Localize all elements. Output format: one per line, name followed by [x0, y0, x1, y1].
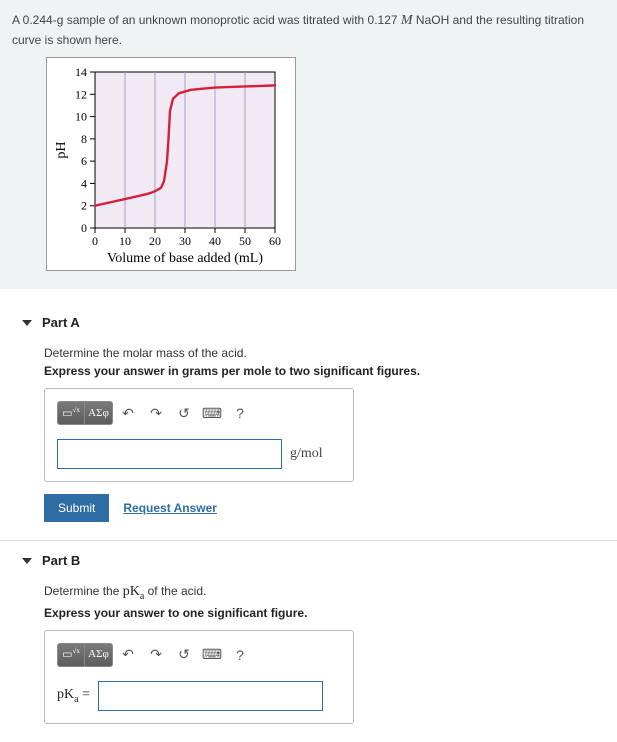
reset-icon: ↺: [178, 646, 190, 663]
part-b-label: Part B: [42, 553, 80, 568]
svg-text:10: 10: [119, 234, 131, 248]
part-a-header[interactable]: Part A: [22, 315, 603, 330]
templates-button[interactable]: ▭√x: [57, 643, 85, 667]
redo-icon: ↷: [150, 405, 162, 422]
part-a-label: Part A: [42, 315, 80, 330]
greek-button[interactable]: ΑΣφ: [85, 643, 113, 667]
caret-down-icon: [22, 558, 32, 564]
part-a-unit: g/mol: [290, 446, 323, 462]
svg-text:12: 12: [75, 87, 87, 101]
keyboard-button[interactable]: ⌨: [199, 401, 225, 425]
svg-text:0: 0: [92, 234, 98, 248]
chart-svg: 0 10 20 30 40 50 60 0 2 4 6 8 10 12 14 Volume of base a…: [53, 66, 283, 266]
svg-text:0: 0: [81, 221, 87, 235]
svg-text:50: 50: [239, 234, 251, 248]
svg-text:6: 6: [81, 154, 87, 168]
part-b-section: Part B Determine the pKa of the acid. Ex…: [0, 541, 617, 742]
problem-area: A 0.244-g sample of an unknown monoproti…: [0, 0, 617, 289]
svg-text:pH: pH: [54, 141, 69, 158]
redo-button[interactable]: ↷: [143, 401, 169, 425]
templates-button[interactable]: ▭√x: [57, 401, 85, 425]
svg-text:40: 40: [209, 234, 221, 248]
help-button[interactable]: ?: [227, 401, 253, 425]
greek-button[interactable]: ΑΣφ: [85, 401, 113, 425]
part-b-instruction: Determine the pKa of the acid.: [44, 584, 603, 602]
svg-text:8: 8: [81, 132, 87, 146]
keyboard-icon: ⌨: [202, 405, 222, 422]
problem-text: A 0.244-g sample of an unknown monoproti…: [12, 10, 605, 49]
request-answer-link[interactable]: Request Answer: [123, 501, 217, 515]
pka-prefix: pKa =: [57, 687, 90, 705]
svg-text:2: 2: [81, 199, 87, 213]
help-icon: ?: [236, 647, 244, 663]
templates-icon: ▭√x: [62, 648, 80, 661]
reset-button[interactable]: ↺: [171, 401, 197, 425]
compound-text: NaOH: [413, 13, 450, 27]
part-a-answer-box: ▭√x ΑΣφ ↶ ↷ ↺ ⌨ ? g/mol: [44, 388, 354, 482]
part-a-body: Determine the molar mass of the acid. Ex…: [44, 346, 603, 522]
redo-icon: ↷: [150, 646, 162, 663]
greek-icon: ΑΣφ: [88, 408, 109, 419]
caret-down-icon: [22, 320, 32, 326]
undo-button[interactable]: ↶: [115, 643, 141, 667]
reset-button[interactable]: ↺: [171, 643, 197, 667]
help-icon: ?: [236, 405, 244, 421]
svg-text:Volume of base added (mL): Volume of base added (mL): [107, 251, 263, 266]
svg-text:60: 60: [269, 234, 281, 248]
templates-icon: ▭√x: [62, 407, 80, 420]
part-b-body: Determine the pKa of the acid. Express y…: [44, 584, 603, 724]
redo-button[interactable]: ↷: [143, 643, 169, 667]
problem-text-prefix: A 0.244-g sample of an unknown monoproti…: [12, 13, 401, 27]
part-a-bold: Express your answer in grams per mole to…: [44, 364, 603, 378]
svg-text:14: 14: [75, 66, 87, 79]
undo-icon: ↶: [122, 405, 134, 422]
part-b-header[interactable]: Part B: [22, 553, 603, 568]
part-a-section: Part A Determine the molar mass of the a…: [0, 303, 617, 540]
part-a-instruction: Determine the molar mass of the acid.: [44, 346, 603, 360]
part-b-toolbar: ▭√x ΑΣφ ↶ ↷ ↺ ⌨ ?: [57, 643, 341, 667]
help-button[interactable]: ?: [227, 643, 253, 667]
undo-button[interactable]: ↶: [115, 401, 141, 425]
part-a-toolbar: ▭√x ΑΣφ ↶ ↷ ↺ ⌨ ?: [57, 401, 341, 425]
svg-text:10: 10: [75, 110, 87, 124]
reset-icon: ↺: [178, 405, 190, 422]
submit-button[interactable]: Submit: [44, 494, 109, 522]
part-a-input[interactable]: [57, 439, 282, 469]
svg-text:4: 4: [81, 176, 87, 190]
titration-chart: 0 10 20 30 40 50 60 0 2 4 6 8 10 12 14 Volume of base a…: [46, 57, 296, 271]
part-b-bold: Express your answer to one significant f…: [44, 606, 603, 620]
greek-icon: ΑΣφ: [88, 649, 109, 660]
keyboard-button[interactable]: ⌨: [199, 643, 225, 667]
svg-text:20: 20: [149, 234, 161, 248]
part-b-answer-box: ▭√x ΑΣφ ↶ ↷ ↺ ⌨ ? pKa =: [44, 630, 354, 724]
undo-icon: ↶: [122, 646, 134, 663]
keyboard-icon: ⌨: [202, 646, 222, 663]
molarity-symbol: M: [401, 13, 413, 28]
svg-text:30: 30: [179, 234, 191, 248]
part-b-input[interactable]: [98, 681, 323, 711]
